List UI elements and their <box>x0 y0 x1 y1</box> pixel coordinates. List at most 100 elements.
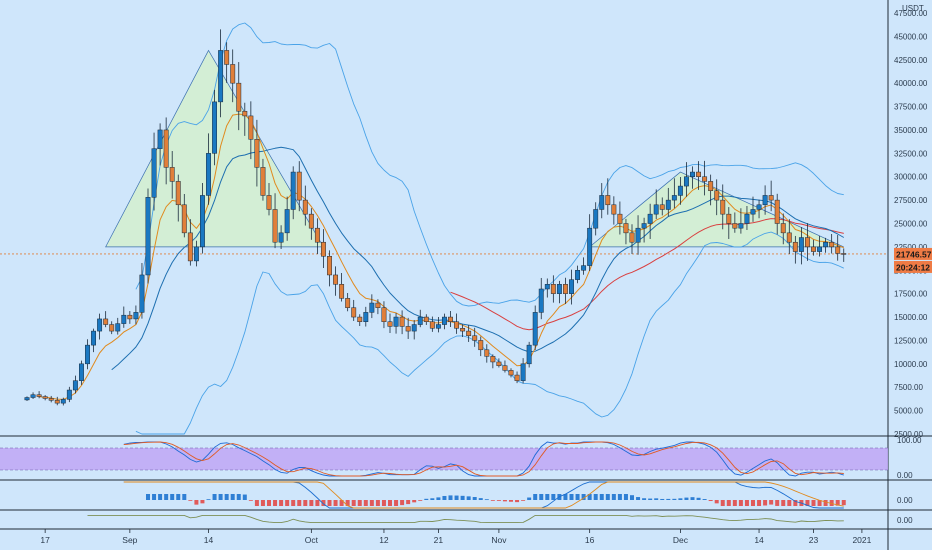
candle-body <box>151 148 157 198</box>
macd-histogram-bar <box>230 494 235 500</box>
candle-body <box>435 324 441 329</box>
last-price-badge <box>894 247 932 260</box>
x-tick-label: Sep <box>122 535 137 545</box>
macd-histogram-bar <box>466 496 471 500</box>
candle-body <box>127 314 133 320</box>
x-tick-label: 14 <box>754 535 764 545</box>
y-tick-label: 2500.00 <box>894 430 923 439</box>
y-tick-label: 12500.00 <box>894 336 928 345</box>
candle-body <box>393 316 399 327</box>
candle-body <box>762 195 768 206</box>
candle-body <box>133 312 139 320</box>
y-tick-label: 35000.00 <box>894 126 928 135</box>
macd-histogram-bar <box>333 500 338 506</box>
candle-body <box>42 396 48 399</box>
candle-body <box>381 307 387 322</box>
macd-histogram-bar <box>732 500 737 506</box>
signal-line <box>123 481 844 509</box>
macd-histogram-bar <box>242 494 247 500</box>
y-tick-label: 45000.00 <box>894 32 928 41</box>
candle-body <box>290 171 296 210</box>
candle-body <box>514 374 520 381</box>
stoch-band <box>0 448 888 470</box>
macd-histogram-bar <box>158 494 163 500</box>
macd-histogram-bar <box>339 500 344 506</box>
candle-body <box>641 223 647 229</box>
macd-histogram-bar <box>611 494 616 500</box>
candle-body <box>502 365 508 371</box>
macd-histogram-bar <box>260 500 265 506</box>
candle-body <box>738 223 744 229</box>
candle-body <box>532 312 538 346</box>
candle-body <box>635 227 641 243</box>
candle-body <box>593 209 599 229</box>
macd-histogram-bar <box>394 500 399 506</box>
candle-body <box>563 284 568 294</box>
candle-body <box>157 129 163 149</box>
macd-histogram-bar <box>369 500 374 506</box>
macd-histogram-bar <box>666 498 671 500</box>
candle-body <box>520 363 526 381</box>
macd-histogram-bar <box>309 500 314 506</box>
x-tick-label: 2021 <box>852 535 871 545</box>
macd-histogram-bar <box>720 500 725 506</box>
candle-body <box>690 171 695 177</box>
macd-histogram-bar <box>273 500 278 506</box>
macd-histogram-bar <box>224 494 229 500</box>
macd-histogram-bar <box>696 497 701 500</box>
macd-histogram-bar <box>775 500 780 506</box>
candle-body <box>248 115 254 140</box>
candle-body <box>139 274 145 313</box>
macd-histogram-bar <box>793 500 798 506</box>
candle-body <box>272 209 278 243</box>
candle-body <box>478 340 484 351</box>
candle-body <box>581 265 587 271</box>
candle-body <box>193 246 199 262</box>
y-tick-label: 47500.00 <box>894 9 928 18</box>
candle-body <box>103 318 109 325</box>
candle-body <box>72 380 78 391</box>
candle-body <box>550 284 556 294</box>
macd-histogram-bar <box>406 500 411 505</box>
candle-body <box>448 316 453 322</box>
candle-body <box>442 316 447 325</box>
macd-histogram-bar <box>551 494 556 500</box>
candle-body <box>296 171 302 201</box>
candle-body <box>647 213 653 224</box>
macd-histogram-bar <box>297 500 302 506</box>
candle-body <box>677 185 683 196</box>
candle-body <box>538 288 544 313</box>
candle-body <box>260 167 266 196</box>
candle-body <box>617 213 623 224</box>
candle-body <box>665 199 671 210</box>
candle-body <box>429 321 435 329</box>
x-tick-label: Oct <box>305 535 319 545</box>
candle-body <box>696 171 701 177</box>
candle-body <box>351 307 357 318</box>
y-tick-label: 15000.00 <box>894 313 928 322</box>
macd-histogram-bar <box>841 500 846 506</box>
candle-body <box>181 204 187 234</box>
macd-histogram-bar <box>751 500 755 506</box>
candle-body <box>744 213 750 224</box>
y-tick-label: 27500.00 <box>894 196 928 205</box>
stoch-tick-label: 100.00 <box>897 436 922 445</box>
macd-histogram-bar <box>164 494 169 500</box>
x-tick-label: Dec <box>673 535 689 545</box>
candle-body <box>708 181 714 192</box>
macd-histogram-bar <box>146 494 150 500</box>
candles-group <box>24 29 847 406</box>
macd-histogram-bar <box>587 494 592 500</box>
lower-band-line <box>135 231 844 435</box>
candle-body <box>36 394 42 397</box>
candle-body <box>218 50 224 103</box>
candle-body <box>835 246 841 254</box>
macd-histogram-bar <box>605 494 610 500</box>
candle-body <box>544 284 550 290</box>
candle-body <box>308 213 314 229</box>
macd-histogram-bar <box>327 500 332 506</box>
macd-histogram-bar <box>291 500 296 506</box>
macd-histogram-bar <box>787 500 792 506</box>
candle-body <box>605 195 611 206</box>
